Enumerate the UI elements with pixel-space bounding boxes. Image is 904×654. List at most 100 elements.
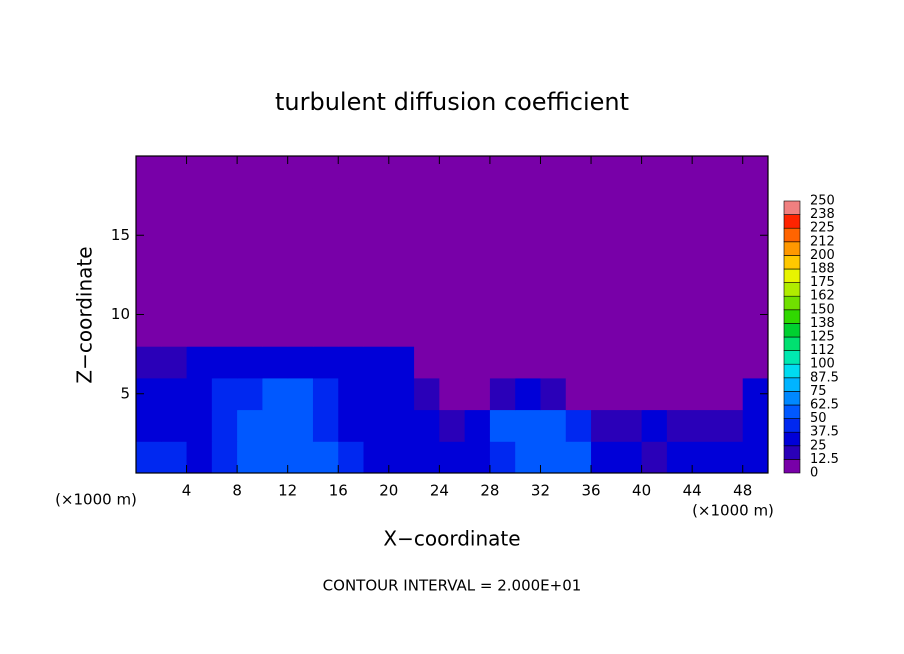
cell (565, 187, 592, 220)
x-axis-label: X−coordinate (383, 527, 520, 551)
cell (464, 314, 491, 347)
colorbar-bin (783, 255, 801, 270)
cell (641, 346, 668, 379)
cell (237, 377, 263, 411)
cell (489, 156, 516, 189)
cell (414, 219, 440, 252)
cell (312, 346, 339, 379)
cell (237, 409, 263, 442)
cell (338, 377, 365, 411)
cell (591, 251, 617, 284)
cell (211, 409, 238, 442)
x-unit: (×1000 m) (692, 502, 774, 520)
cell (717, 441, 744, 474)
cell (161, 251, 188, 284)
cell (666, 156, 693, 189)
cell (312, 314, 339, 347)
colorbar-bin (783, 268, 801, 283)
cell (136, 441, 162, 474)
cell (616, 251, 643, 284)
cell (591, 409, 617, 442)
colorbar-label: 62.5 (810, 398, 839, 413)
cell (489, 187, 516, 220)
cell (414, 409, 440, 442)
cell (161, 156, 188, 189)
cell (338, 219, 365, 252)
colorbar-label: 125 (810, 330, 835, 345)
cell (414, 156, 440, 189)
cell (489, 441, 516, 474)
colorbar-label: 12.5 (810, 452, 839, 467)
colorbar-label: 37.5 (810, 425, 839, 440)
colorbar-bin (783, 336, 801, 351)
cell (211, 219, 238, 252)
cell (388, 346, 415, 379)
cell (515, 377, 541, 411)
cell (616, 156, 643, 189)
cell (388, 441, 415, 474)
cell (565, 282, 592, 315)
cell (363, 346, 390, 379)
contour-note: CONTOUR INTERVAL = 2.000E+01 (323, 577, 582, 595)
cell (363, 441, 390, 474)
colorbar-label: 212 (810, 234, 835, 249)
cell (439, 282, 466, 315)
cell (388, 377, 415, 411)
cell (666, 314, 693, 347)
cell (338, 282, 365, 315)
cell (161, 346, 188, 379)
cell (388, 314, 415, 347)
colorbar-bin (783, 350, 801, 365)
cell (414, 314, 440, 347)
cell (211, 251, 238, 284)
cell (211, 377, 238, 411)
colorbar-bin (783, 377, 801, 392)
cell (641, 187, 668, 220)
cell (464, 156, 491, 189)
cell (312, 251, 339, 284)
cell (136, 409, 162, 442)
cell (464, 346, 491, 379)
cell (742, 409, 769, 442)
y-axis-label: Z−coordinate (73, 246, 97, 383)
colorbar-bin (783, 295, 801, 311)
cell (717, 156, 744, 189)
cell (641, 219, 668, 252)
cell (186, 219, 213, 252)
cell (717, 187, 744, 220)
cell (565, 219, 592, 252)
colorbar-bin (783, 363, 801, 379)
colorbar-bin (783, 309, 801, 324)
cell (489, 251, 516, 284)
cell (211, 314, 238, 347)
cell (565, 409, 592, 442)
colorbar-label: 50 (810, 411, 827, 426)
cell (414, 251, 440, 284)
cell (262, 377, 289, 411)
cell (287, 377, 314, 411)
cell (540, 377, 567, 411)
cell (692, 377, 718, 411)
cell (161, 314, 188, 347)
cell (616, 282, 643, 315)
cell (211, 282, 238, 315)
cell (717, 409, 744, 442)
cell (464, 282, 491, 315)
y-tick-label: 5 (120, 384, 130, 402)
y-tick-label: 10 (111, 305, 130, 323)
cell (439, 251, 466, 284)
cell (616, 314, 643, 347)
cell (666, 282, 693, 315)
cell (616, 409, 643, 442)
cell (489, 346, 516, 379)
x-tick-label: 44 (683, 482, 702, 500)
cell (641, 282, 668, 315)
cell (616, 187, 643, 220)
cell (363, 314, 390, 347)
cell (565, 314, 592, 347)
cell (515, 156, 541, 189)
cell (717, 346, 744, 379)
cell (287, 187, 314, 220)
cell (616, 441, 643, 474)
